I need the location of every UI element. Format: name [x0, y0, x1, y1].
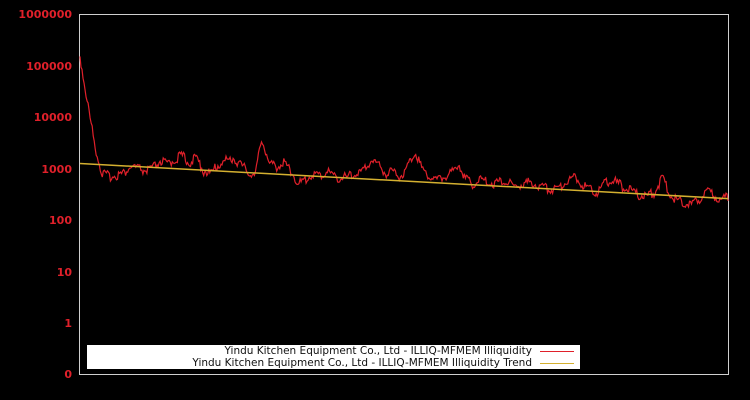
- y-tick-label: 10000: [33, 111, 72, 124]
- chart-legend: Yindu Kitchen Equipment Co., Ltd - ILLIQ…: [87, 345, 580, 369]
- legend-item-illiquidity-trend: Yindu Kitchen Equipment Co., Ltd - ILLIQ…: [192, 357, 580, 369]
- illiquidity-series-line: [79, 56, 729, 209]
- y-tick-label: 1000: [41, 163, 72, 176]
- y-tick-label: 1: [64, 317, 72, 330]
- y-tick-label: 100: [49, 214, 72, 227]
- y-tick-label: 10: [56, 266, 72, 279]
- y-tick-label: 1000000: [18, 8, 72, 21]
- y-tick-label: 100000: [26, 60, 72, 73]
- plot-frame: [79, 14, 729, 375]
- y-tick-label: 0: [64, 368, 72, 381]
- legend-swatch-red: [540, 350, 574, 352]
- legend-item-illiquidity: Yindu Kitchen Equipment Co., Ltd - ILLIQ…: [224, 345, 580, 357]
- legend-label: Yindu Kitchen Equipment Co., Ltd - ILLIQ…: [224, 345, 532, 357]
- illiquidity-trend-line: [79, 162, 729, 200]
- legend-label: Yindu Kitchen Equipment Co., Ltd - ILLIQ…: [192, 357, 532, 369]
- legend-swatch-gold: [540, 362, 574, 364]
